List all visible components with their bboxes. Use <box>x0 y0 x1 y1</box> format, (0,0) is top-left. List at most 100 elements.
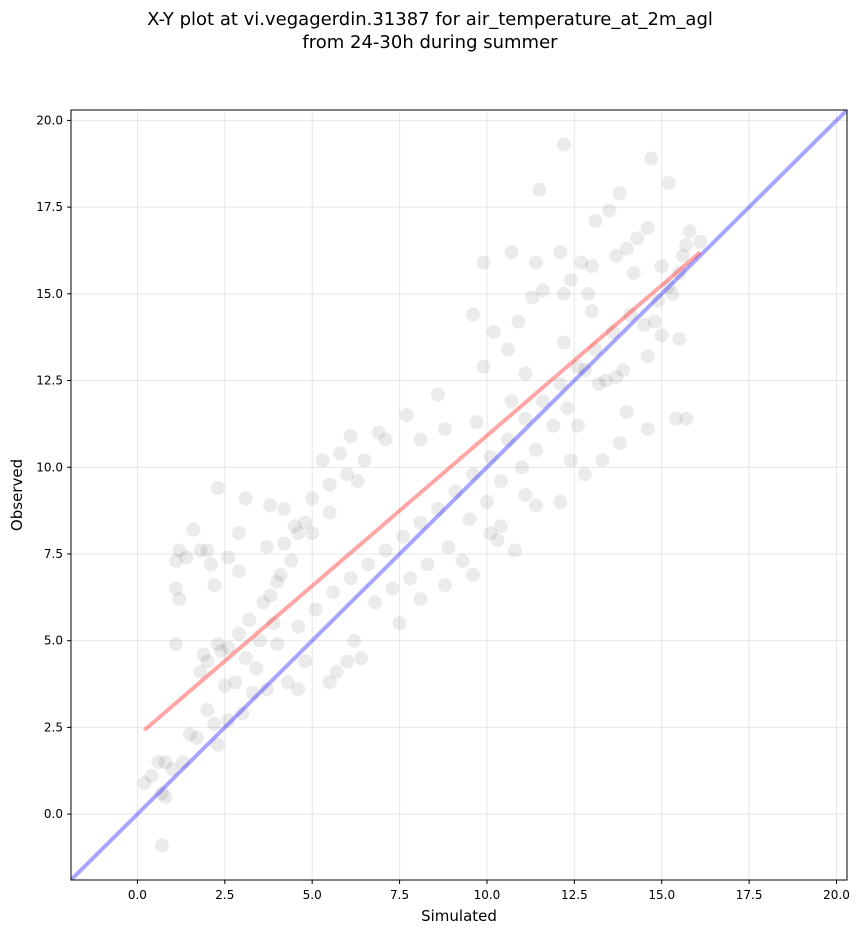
data-point <box>602 203 617 218</box>
data-point <box>465 567 480 582</box>
data-point <box>277 536 292 551</box>
data-point <box>507 543 522 558</box>
y-tick-label: 0.0 <box>44 807 63 821</box>
data-point <box>200 703 215 718</box>
data-point <box>168 581 183 596</box>
data-point <box>270 637 285 652</box>
data-point <box>679 238 694 253</box>
data-point <box>528 255 543 270</box>
data-point <box>158 789 173 804</box>
data-point <box>560 401 575 416</box>
data-point <box>378 432 393 447</box>
x-tick-label: 0.0 <box>128 888 147 902</box>
data-point <box>574 255 589 270</box>
x-tick-label: 2.5 <box>215 888 234 902</box>
data-point <box>154 838 169 853</box>
fit-line <box>143 250 702 732</box>
data-point <box>242 612 257 627</box>
data-point <box>616 363 631 378</box>
data-point <box>588 342 603 357</box>
data-point <box>577 363 592 378</box>
data-point <box>570 418 585 433</box>
chart-title-line-1: X-Y plot at vi.vegagerdin.31387 for air_… <box>147 9 713 30</box>
data-point <box>343 571 358 586</box>
data-point <box>154 786 169 801</box>
data-point <box>137 775 152 790</box>
chart-title: X-Y plot at vi.vegagerdin.31387 for air_… <box>0 8 860 54</box>
data-point <box>231 564 246 579</box>
data-point <box>504 245 519 260</box>
data-point <box>273 567 288 582</box>
data-point <box>350 474 365 489</box>
data-point <box>672 266 687 281</box>
data-point <box>168 553 183 568</box>
x-tick-label: 15.0 <box>648 888 675 902</box>
data-point <box>556 286 571 301</box>
data-point <box>476 255 491 270</box>
data-point <box>483 449 498 464</box>
data-point <box>528 442 543 457</box>
data-point <box>326 585 341 600</box>
data-point <box>619 404 634 419</box>
data-point <box>413 432 428 447</box>
data-point <box>431 387 446 402</box>
data-point <box>210 637 225 652</box>
data-point <box>291 682 306 697</box>
data-point <box>640 422 655 437</box>
data-point <box>605 324 620 339</box>
y-tick-label: 2.5 <box>44 720 63 734</box>
data-point <box>203 557 218 572</box>
data-point <box>511 314 526 329</box>
data-point <box>217 678 232 693</box>
data-point <box>518 411 533 426</box>
data-point <box>284 553 299 568</box>
data-point <box>266 616 281 631</box>
x-axis-label: Simulated <box>421 907 497 925</box>
data-point <box>595 453 610 468</box>
data-point <box>672 331 687 346</box>
data-point <box>413 515 428 530</box>
data-point <box>354 651 369 666</box>
data-point <box>280 675 295 690</box>
data-point <box>493 519 508 534</box>
data-point <box>682 224 697 239</box>
data-point <box>196 647 211 662</box>
y-tick-label: 15.0 <box>36 287 63 301</box>
data-point <box>361 557 376 572</box>
data-point <box>626 266 641 281</box>
y-tick-label: 20.0 <box>36 113 63 127</box>
data-point <box>528 498 543 513</box>
data-point <box>553 377 568 392</box>
data-point <box>221 713 236 728</box>
data-point <box>431 501 446 516</box>
data-point <box>329 664 344 679</box>
data-point <box>168 637 183 652</box>
data-point <box>221 640 236 655</box>
x-axis-ticks: 0.0 2.5 5.0 7.5 10.0 12.5 15.0 17.5 20.0 <box>128 880 850 902</box>
data-point <box>315 453 330 468</box>
data-point <box>193 664 208 679</box>
data-point <box>455 553 470 568</box>
data-point <box>200 654 215 669</box>
data-point <box>556 137 571 152</box>
data-point <box>298 515 313 530</box>
data-point <box>500 342 515 357</box>
data-point <box>210 481 225 496</box>
data-point <box>535 394 550 409</box>
data-point <box>333 446 348 461</box>
data-point <box>263 498 278 513</box>
x-tick-label: 17.5 <box>736 888 763 902</box>
data-point <box>245 685 260 700</box>
data-point <box>252 633 267 648</box>
data-point <box>612 435 627 450</box>
data-point <box>654 328 669 343</box>
data-point <box>469 415 484 430</box>
data-point <box>179 550 194 565</box>
data-point <box>392 616 407 631</box>
data-point <box>581 286 596 301</box>
data-point <box>158 755 173 770</box>
y-axis-ticks: 0.0 2.5 5.0 7.5 10.0 12.5 15.0 17.5 20.0 <box>36 113 71 821</box>
data-point <box>186 522 201 537</box>
data-point <box>588 213 603 228</box>
